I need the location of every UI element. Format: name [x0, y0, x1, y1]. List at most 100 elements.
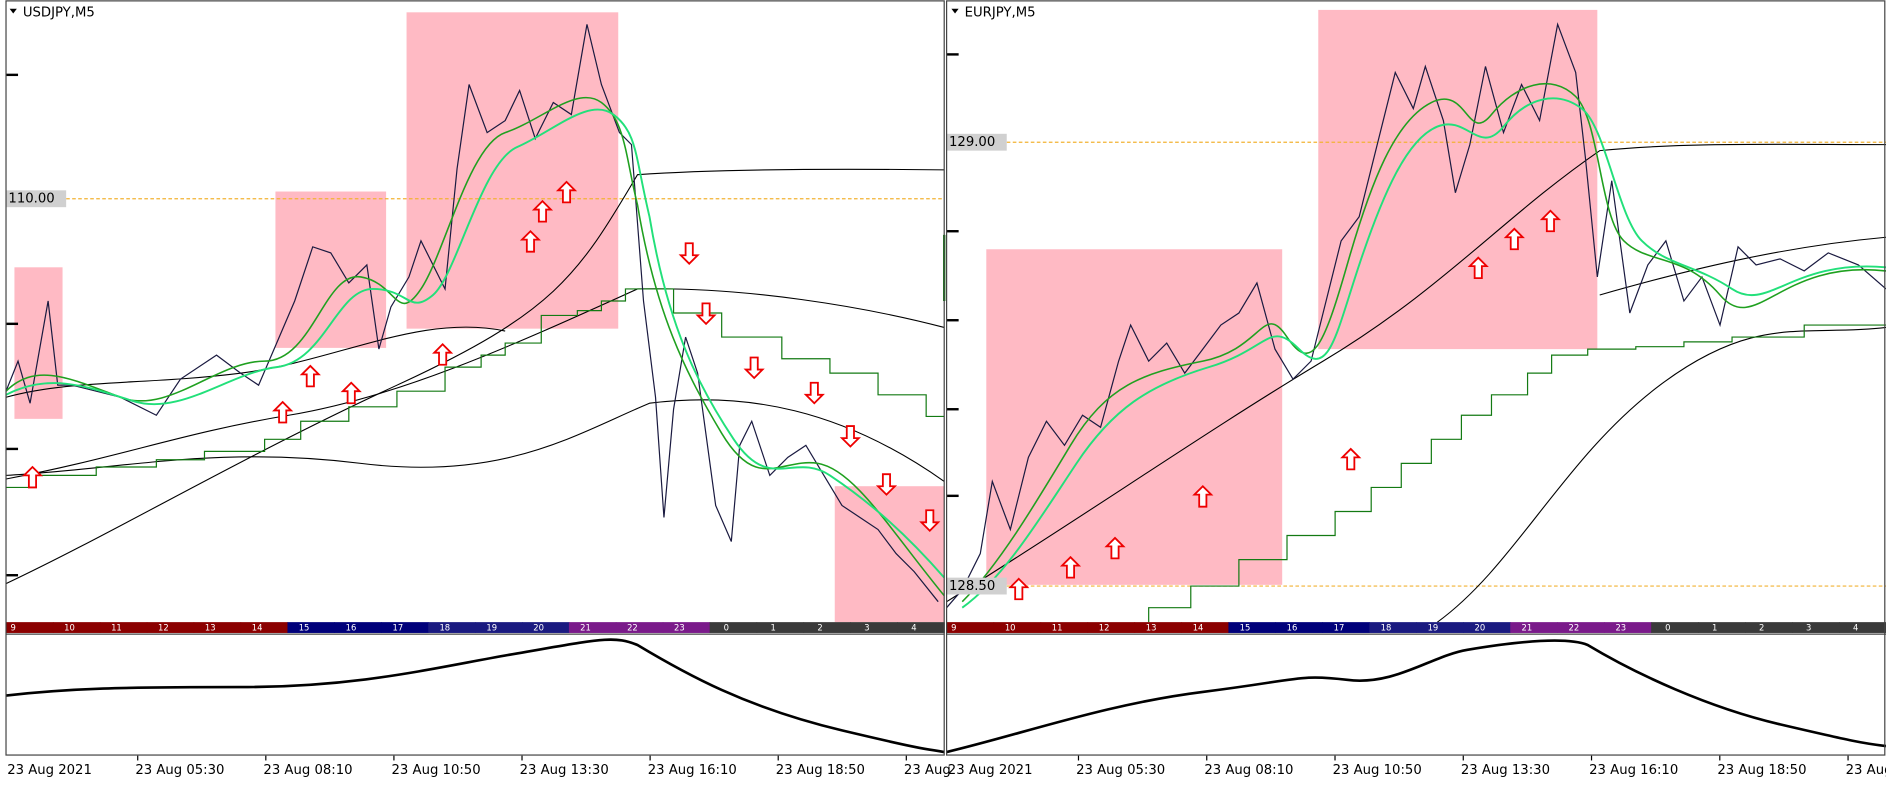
hour-label: 23 — [1615, 623, 1626, 633]
session-bar — [1651, 622, 1699, 633]
session-bar — [709, 622, 758, 633]
session-bar — [99, 622, 148, 633]
menu-icon[interactable] — [9, 8, 17, 14]
hour-label: 0 — [1665, 623, 1670, 633]
eurjpy-chart — [946, 9, 1886, 623]
hour-label: 11 — [1052, 623, 1063, 633]
ma-line — [5, 168, 945, 585]
session-bar — [1745, 622, 1793, 633]
usdjpy-chart — [5, 12, 946, 623]
hour-label: 22 — [1568, 623, 1579, 633]
zone — [1318, 9, 1598, 350]
price-label-bg — [946, 133, 1007, 151]
session-bar — [1369, 622, 1417, 633]
hour-label: 4 — [911, 623, 916, 633]
hour-label: 9 — [11, 623, 16, 633]
hour-label: 19 — [1428, 623, 1439, 633]
hour-label: 3 — [864, 623, 869, 633]
hour-label: 15 — [1240, 623, 1251, 633]
session-bar — [662, 622, 711, 633]
session-bar — [334, 622, 382, 633]
panel-frame — [5, 0, 945, 756]
trailing-line — [6, 288, 945, 489]
ma-slow — [5, 108, 945, 579]
hour-label: 23 — [674, 623, 685, 633]
session-bar — [1275, 622, 1323, 633]
session-bar — [1510, 622, 1558, 633]
hour-label: 20 — [533, 623, 544, 633]
price-label: 129.00 — [949, 135, 995, 150]
date-label: 23 Aug — [904, 763, 951, 778]
panel-frame — [946, 0, 1886, 756]
hour-label: 14 — [1193, 623, 1204, 633]
menu-icon[interactable] — [951, 8, 959, 14]
date-label: 23 Aug 10:50 — [1333, 763, 1422, 778]
hour-label: 17 — [1334, 623, 1345, 633]
price-label-bg — [946, 577, 1007, 595]
session-bar — [1134, 622, 1183, 633]
ma-line — [5, 399, 945, 482]
session-bar — [522, 622, 570, 633]
session-bar — [381, 622, 429, 633]
session-bar — [756, 622, 805, 633]
date-label: 23 Aug 18:50 — [1717, 763, 1806, 778]
hour-label: 11 — [111, 623, 122, 633]
date-label: 23 Aug 10:50 — [392, 763, 481, 778]
hour-label: 16 — [346, 623, 357, 633]
session-bar — [1181, 622, 1230, 633]
hour-label: 22 — [627, 623, 638, 633]
hour-label: 18 — [1381, 623, 1392, 633]
ma-line — [1437, 326, 1886, 623]
ma-slow — [961, 97, 1886, 609]
hour-label: 14 — [252, 623, 263, 633]
session-bar — [1792, 622, 1840, 633]
ma-line — [5, 288, 945, 480]
session-bar — [897, 622, 945, 633]
session-bar — [1557, 622, 1605, 633]
session-bar — [1604, 622, 1652, 633]
hour-label: 16 — [1287, 623, 1298, 633]
session-bar — [615, 622, 664, 633]
symbol-label[interactable]: USDJPY,M5 — [23, 5, 95, 20]
price-line — [5, 24, 939, 603]
session-bar — [1839, 622, 1886, 633]
hour-label: 3 — [1806, 623, 1811, 633]
hour-label: 1 — [770, 623, 775, 633]
hour-label: 12 — [158, 623, 169, 633]
price-label: 128.50 — [949, 579, 995, 594]
symbol-label[interactable]: EURJPY,M5 — [965, 5, 1036, 20]
hour-label: 21 — [580, 623, 591, 633]
date-label: 23 Aug 08:10 — [263, 763, 352, 778]
zone — [14, 267, 63, 419]
session-bar — [993, 622, 1042, 633]
session-bar — [803, 622, 851, 633]
date-label: 23 Aug 2021 — [948, 763, 1033, 778]
hour-label: 2 — [1759, 623, 1764, 633]
price-line — [946, 22, 1886, 609]
session-bar — [1463, 622, 1511, 633]
session-bar — [850, 622, 898, 633]
session-bar — [287, 622, 335, 633]
zone — [834, 486, 945, 623]
date-label: 23 Aug 2021 — [7, 763, 92, 778]
session-bar — [946, 622, 995, 633]
axes: 110.009 10 11 12 13 14 15 16 17 18 19 20 21 22 23 0 1 2 3 4… — [6, 53, 1886, 778]
zone — [406, 12, 619, 329]
date-label: 23 Aug 18:50 — [776, 763, 865, 778]
oscillator-line — [5, 638, 945, 754]
ma-fast — [961, 82, 1886, 603]
oscillator-line — [946, 639, 1886, 754]
hour-label: 10 — [1005, 623, 1016, 633]
hour-label: 0 — [724, 623, 729, 633]
hour-label: 10 — [64, 623, 75, 633]
hour-label: 9 — [951, 623, 956, 633]
date-label: 23 Aug 05:30 — [135, 763, 224, 778]
session-bar — [1416, 622, 1464, 633]
session-bar — [475, 622, 523, 633]
hour-label: 13 — [205, 623, 216, 633]
hour-label: 13 — [1146, 623, 1157, 633]
session-bar — [568, 622, 617, 633]
session-bar — [146, 622, 195, 633]
hour-label: 21 — [1522, 623, 1533, 633]
